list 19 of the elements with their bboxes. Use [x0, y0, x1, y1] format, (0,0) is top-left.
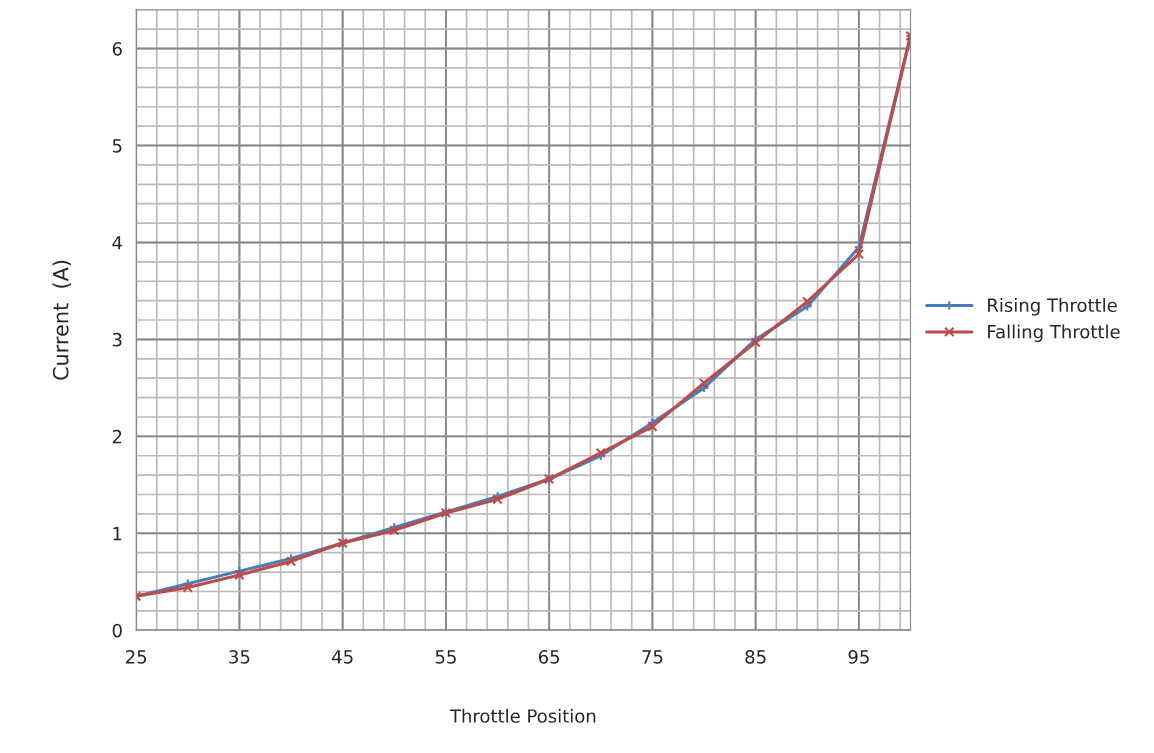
- legend-label: Falling Throttle: [988, 324, 1120, 343]
- x-tick-label: 95: [848, 650, 869, 664]
- y-tick-label: 6: [112, 42, 122, 56]
- legend-label: Rising Throttle: [988, 298, 1117, 316]
- x-tick-label: 75: [642, 650, 663, 664]
- x-tick-label: 35: [229, 650, 250, 664]
- x-tick-label: 85: [745, 650, 766, 664]
- y-tick-label: 2: [112, 429, 122, 444]
- y-tick-label: 5: [112, 139, 122, 153]
- y-axis-title: Current (A): [52, 260, 72, 380]
- x-tick-label: 25: [126, 650, 147, 664]
- y-tick-label: 3: [112, 332, 122, 347]
- y-tick-label: 4: [112, 236, 122, 250]
- y-tick-label: 0: [112, 623, 122, 638]
- x-tick-label: 55: [435, 650, 456, 664]
- x-tick-label: 65: [538, 650, 560, 664]
- x-axis-title: Throttle Position: [449, 708, 596, 723]
- x-tick-label: 45: [332, 650, 353, 664]
- y-tick-label: 1: [113, 527, 122, 541]
